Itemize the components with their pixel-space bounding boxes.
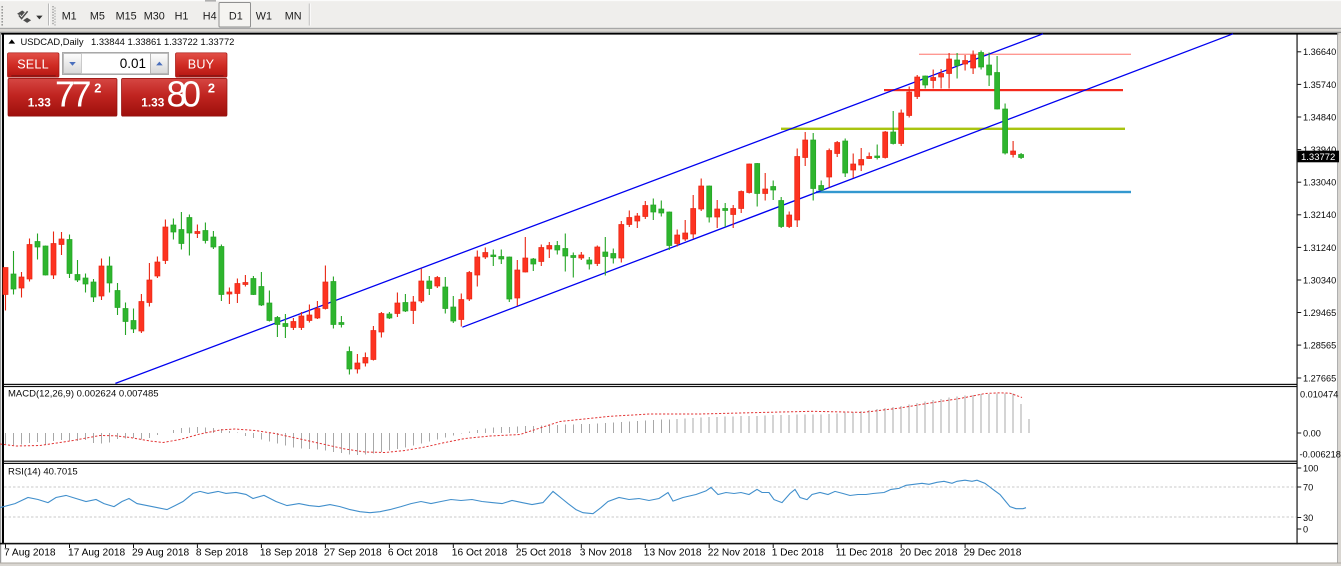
svg-text:MACD(12,26,9) 0.002624 0.00748: MACD(12,26,9) 0.002624 0.007485 [8, 389, 159, 400]
svg-text:16 Oct 2018: 16 Oct 2018 [452, 548, 508, 559]
svg-text:3 Nov 2018: 3 Nov 2018 [580, 548, 632, 559]
svg-text:8 Sep 2018: 8 Sep 2018 [196, 548, 248, 559]
svg-text:70: 70 [1303, 482, 1313, 492]
svg-text:6 Oct 2018: 6 Oct 2018 [388, 548, 438, 559]
svg-text:27 Sep 2018: 27 Sep 2018 [324, 548, 382, 559]
svg-text:20 Dec 2018: 20 Dec 2018 [900, 548, 958, 559]
svg-text:M1: M1 [62, 11, 77, 23]
svg-text:30: 30 [1303, 513, 1313, 523]
svg-text:0.00: 0.00 [1303, 428, 1321, 438]
svg-text:17 Aug 2018: 17 Aug 2018 [68, 548, 126, 559]
svg-text:0.01: 0.01 [120, 56, 146, 71]
svg-text:W1: W1 [256, 11, 272, 23]
svg-text:1.33844 1.33861 1.33722 1.3377: 1.33844 1.33861 1.33722 1.33772 [91, 36, 234, 47]
svg-text:1.33: 1.33 [28, 96, 51, 110]
svg-text:0: 0 [1303, 524, 1308, 534]
svg-text:22 Nov 2018: 22 Nov 2018 [708, 548, 766, 559]
svg-text:1.35740: 1.35740 [1303, 80, 1336, 90]
svg-text:2: 2 [94, 81, 101, 96]
svg-text:H1: H1 [175, 11, 189, 23]
svg-text:0.010474: 0.010474 [1300, 389, 1338, 399]
svg-text:1.29465: 1.29465 [1303, 308, 1336, 318]
svg-text:13 Nov 2018: 13 Nov 2018 [644, 548, 702, 559]
svg-text:2: 2 [208, 81, 215, 96]
svg-text:RSI(14) 40.7015: RSI(14) 40.7015 [8, 467, 78, 478]
svg-text:1.34840: 1.34840 [1303, 112, 1336, 122]
svg-text:100: 100 [1303, 463, 1318, 473]
svg-text:-0.006218: -0.006218 [1300, 450, 1341, 460]
svg-text:BUY: BUY [188, 57, 215, 71]
svg-text:77: 77 [55, 74, 92, 115]
svg-text:D1: D1 [229, 11, 243, 23]
svg-text:1.27665: 1.27665 [1303, 373, 1336, 383]
svg-text:USDCAD,Daily: USDCAD,Daily [21, 36, 84, 47]
svg-text:1.30340: 1.30340 [1303, 275, 1336, 285]
svg-text:1.33040: 1.33040 [1303, 178, 1336, 188]
svg-text:7 Aug 2018: 7 Aug 2018 [4, 548, 56, 559]
svg-text:1.28565: 1.28565 [1303, 341, 1336, 351]
svg-text:M30: M30 [144, 11, 165, 23]
svg-text:11 Dec 2018: 11 Dec 2018 [836, 548, 893, 559]
svg-text:1 Dec 2018: 1 Dec 2018 [772, 548, 824, 559]
svg-text:H4: H4 [203, 11, 217, 23]
svg-text:1.36640: 1.36640 [1303, 47, 1336, 57]
svg-text:29 Dec 2018: 29 Dec 2018 [964, 548, 1022, 559]
svg-text:80: 80 [167, 74, 202, 115]
svg-text:1.33: 1.33 [141, 96, 164, 110]
svg-text:M15: M15 [116, 11, 137, 23]
svg-text:18 Sep 2018: 18 Sep 2018 [260, 548, 318, 559]
svg-text:MN: MN [285, 11, 302, 23]
svg-text:29 Aug 2018: 29 Aug 2018 [132, 548, 190, 559]
svg-text:1.32140: 1.32140 [1303, 210, 1336, 220]
svg-text:SELL: SELL [17, 57, 49, 71]
svg-text:25 Oct 2018: 25 Oct 2018 [516, 548, 572, 559]
svg-text:1.31240: 1.31240 [1303, 243, 1336, 253]
svg-text:1.33772: 1.33772 [1301, 152, 1335, 163]
svg-text:1.33940: 1.33940 [1303, 145, 1336, 155]
svg-text:M5: M5 [90, 11, 105, 23]
